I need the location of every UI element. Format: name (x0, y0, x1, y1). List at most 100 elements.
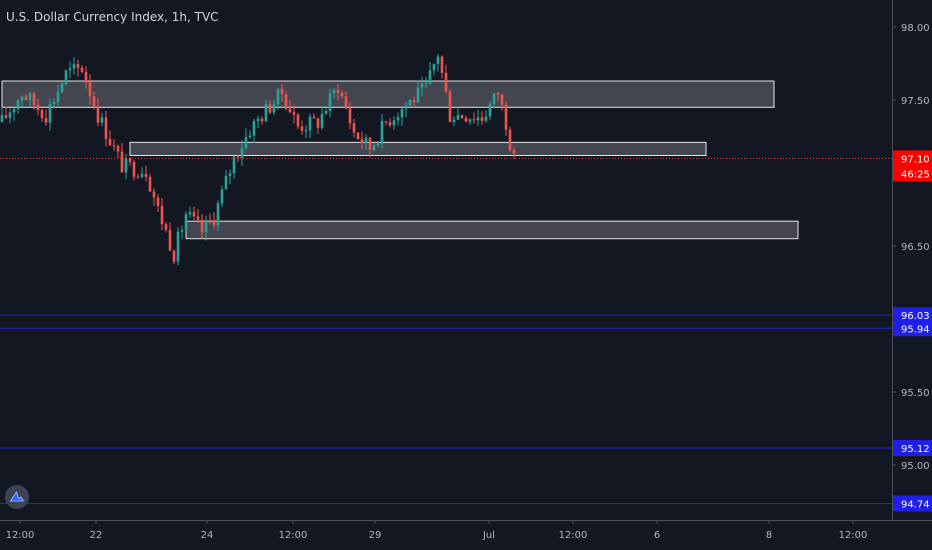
candle-body (504, 104, 508, 130)
level-price-badge (893, 307, 932, 324)
candle-body (140, 173, 144, 178)
candle-body (4, 115, 8, 118)
candle-body (212, 220, 216, 226)
level-price-label: 96.03 (901, 311, 930, 322)
candle-body (336, 89, 340, 93)
candle-body (428, 70, 432, 84)
candle-body (396, 117, 400, 121)
candle-body (308, 116, 312, 131)
candle-body (12, 109, 16, 113)
candle-body (232, 156, 236, 174)
candle-body (460, 114, 464, 119)
candle-body (44, 118, 48, 123)
candle-body (220, 189, 224, 204)
candle-body (204, 220, 208, 233)
x-tick-label: 12:00 (279, 530, 308, 541)
candle-body (404, 105, 408, 109)
candle-body (96, 106, 100, 123)
candle-body (440, 56, 444, 73)
candle-body (272, 104, 276, 113)
candle-body (36, 105, 40, 110)
candle-body (376, 143, 380, 146)
candle-body (116, 145, 120, 152)
candle-body (80, 67, 84, 72)
candle-body (288, 108, 292, 113)
candle-body (432, 63, 436, 71)
current-price-label: 97.10 (901, 154, 930, 165)
candle-body (420, 83, 424, 88)
candle-body (352, 123, 356, 133)
candle-body (268, 104, 272, 113)
candle-body (192, 212, 196, 217)
candle-body (88, 82, 92, 97)
candle-body (472, 119, 476, 121)
candle-body (136, 176, 140, 178)
candle-body (292, 112, 296, 115)
candle-body (100, 117, 104, 123)
candle-body (176, 231, 180, 262)
time-axis: 12:00 22 24 12:00 29 Jul 12:00 6 8 12:00 (6, 520, 868, 541)
y-tick-label: 97.50 (901, 96, 930, 107)
candle-body (216, 203, 220, 226)
x-tick-label: 24 (201, 530, 214, 541)
candle-body (260, 118, 264, 122)
zone-rectangle (129, 141, 707, 156)
y-tick-label: 95.50 (901, 388, 930, 399)
candle-body (84, 71, 88, 83)
candle-body (372, 145, 376, 151)
x-tick-label: 8 (766, 530, 772, 541)
x-tick-label: Jul (482, 530, 495, 541)
candle-body (172, 250, 176, 262)
candle-body (512, 150, 516, 154)
candle-body (148, 176, 152, 192)
candle-body (408, 99, 412, 106)
level-price-label: 95.94 (901, 324, 930, 335)
horizontal-levels (0, 157, 892, 504)
candle-body (60, 83, 64, 93)
x-tick-label: 12:00 (6, 530, 35, 541)
x-tick-label: 12:00 (839, 530, 868, 541)
candle-body (340, 92, 344, 97)
level-price-label: 94.74 (901, 499, 930, 510)
candle-body (480, 117, 484, 121)
candle-body (332, 89, 336, 94)
level-price-label: 95.12 (901, 444, 930, 455)
candle-body (244, 137, 248, 148)
candle-body (380, 120, 384, 144)
candle-body (384, 120, 388, 123)
support-resistance-zones (1, 80, 799, 240)
candle-body (388, 122, 392, 126)
zone-rectangle (1, 80, 775, 108)
candle-body (296, 114, 300, 127)
candle-body (448, 91, 452, 123)
candle-body (128, 158, 132, 163)
candle-body (72, 64, 76, 69)
candle-body (436, 56, 440, 64)
candle-body (184, 214, 188, 231)
candle-body (0, 115, 4, 122)
candle-body (284, 94, 288, 109)
candle-body (156, 197, 160, 206)
candle-body (320, 113, 324, 128)
candle-body (444, 72, 448, 92)
candle-body (456, 114, 460, 120)
candle-body (488, 103, 492, 117)
x-tick-label: 12:00 (559, 530, 588, 541)
candle-body (464, 118, 468, 122)
candle-body (412, 99, 416, 103)
candle-body (8, 112, 12, 118)
tradingview-logo[interactable] (5, 485, 29, 509)
candle-body (496, 93, 500, 95)
candle-body (180, 230, 184, 232)
x-tick-label: 29 (369, 530, 382, 541)
candle-body (368, 137, 372, 151)
candle-body (468, 119, 472, 122)
candle-body (132, 162, 136, 177)
candle-body (48, 104, 52, 123)
current-price-badge (893, 150, 932, 182)
candle-body (316, 118, 320, 128)
candle-body (124, 158, 128, 173)
candle-body (400, 108, 404, 118)
level-price-badge (893, 439, 932, 456)
chart-title: U.S. Dollar Currency Index, 1h, TVC (6, 10, 219, 24)
